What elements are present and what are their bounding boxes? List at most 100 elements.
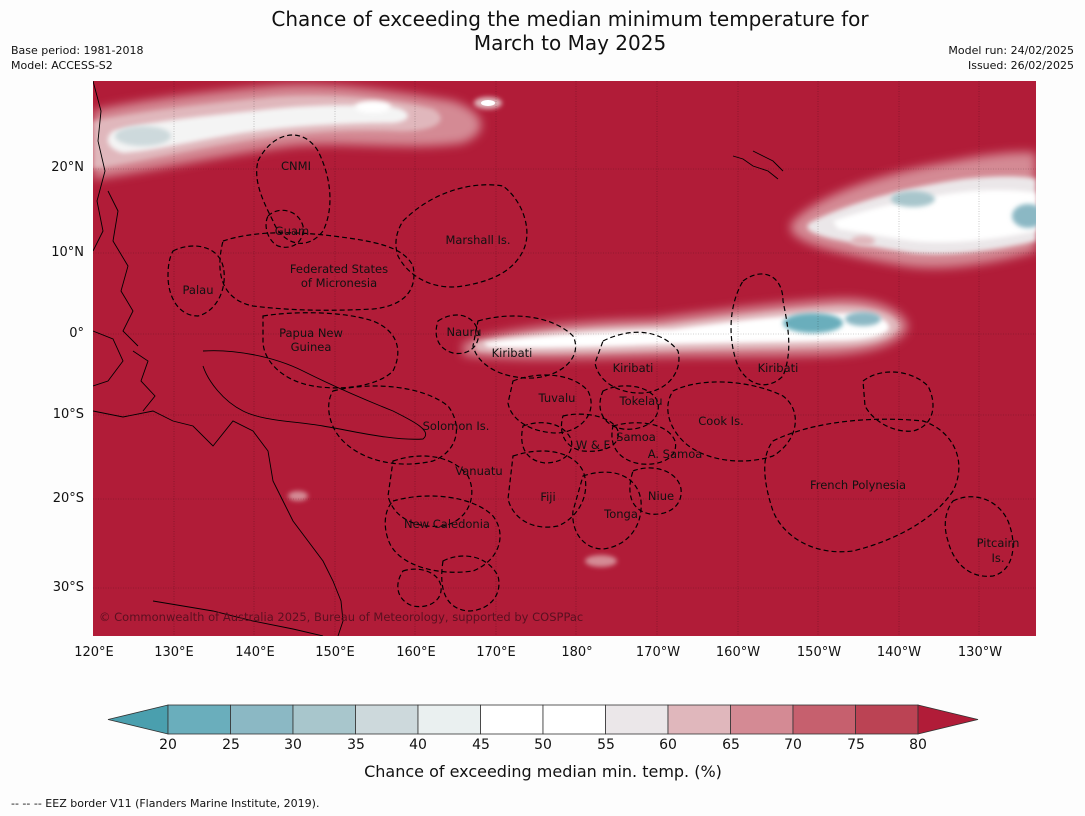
copyright-notice: © Commonwealth of Australia 2025, Bureau…: [99, 610, 583, 624]
lat-label-20s: 20°S: [52, 491, 84, 506]
eez-tokelau: [599, 385, 659, 430]
coast-sulawesi: [132, 350, 156, 412]
label-fiji: Fiji: [540, 490, 555, 504]
eez-french-polynesia: [764, 418, 960, 553]
eez-nauru: [435, 314, 480, 355]
issued-date: Issued: 26/02/2025: [967, 59, 1074, 72]
lon-label-140w: 140°W: [876, 645, 922, 660]
title-line-1: Chance of exceeding the median minimum t…: [271, 7, 869, 31]
colorbar-tick-60: 60: [659, 737, 677, 753]
label-nauru: Nauru: [447, 325, 482, 339]
eez-kiribati-central: [594, 331, 680, 394]
colorbar-cell: [480, 704, 544, 735]
coast-borneo: [93, 330, 124, 387]
colorbar-cell: [292, 704, 356, 735]
lat-label-10s: 10°S: [52, 407, 84, 422]
colorbar-tick-25: 25: [222, 737, 240, 753]
label-new-caledonia: New Caledonia: [404, 517, 490, 531]
eez-png: [262, 312, 399, 389]
label-wf: W & F: [576, 438, 610, 452]
label-kiribati-central: Kiribati: [613, 361, 654, 375]
lon-label-130w: 130°W: [957, 645, 1003, 660]
lon-label-120e: 120°E: [74, 645, 114, 660]
lon-label-160w: 160°W: [715, 645, 761, 660]
eez-fiji: [507, 450, 587, 528]
coast-new-zealand: [152, 600, 324, 636]
label-guam: Guam: [275, 224, 309, 238]
colorbar: [107, 704, 979, 735]
eez-palau: [167, 245, 225, 317]
eez-lord-howe: [397, 568, 442, 608]
label-cook: Cook Is.: [698, 414, 743, 428]
footnote: -- -- -- EEZ border V11 (Flanders Marine…: [11, 797, 320, 810]
colorbar-cell: [230, 704, 294, 735]
eez-solomon: [328, 385, 457, 465]
colorbar-cell: [667, 704, 731, 735]
colorbar-tick-70: 70: [784, 737, 802, 753]
anomaly-patch-coral-sea: [288, 491, 308, 501]
label-tokelau: Tokelau: [619, 394, 663, 408]
eez-new-caledonia: [384, 495, 501, 573]
eez-marshall: [395, 184, 528, 288]
lon-label-180: 180°: [561, 645, 593, 660]
meta-left: Base period: 1981-2018 Model: ACCESS-S2: [11, 43, 143, 73]
colorbar-tick-35: 35: [347, 737, 365, 753]
colorbar-tick-75: 75: [847, 737, 865, 753]
eez-wallis-futuna: [521, 422, 573, 464]
eez-kiribati-west: [472, 315, 577, 379]
coastlines: [93, 81, 784, 636]
label-am-samoa: A. Samoa: [648, 447, 703, 461]
eez-samoa: [560, 413, 619, 452]
eez-tonga: [572, 471, 642, 550]
lat-label-10n: 10°N: [51, 245, 84, 260]
lon-label-160e: 160°E: [396, 645, 436, 660]
eez-cnmi: [256, 134, 331, 244]
label-pitcairn-1: Pitcairn: [977, 536, 1020, 550]
anomaly-band-northwest: [93, 84, 502, 179]
label-png-2: Guinea: [291, 340, 332, 354]
title-line-2: March to May 2025: [473, 31, 667, 55]
coast-new-guinea: [202, 350, 426, 440]
model-run: Model run: 24/02/2025: [948, 44, 1074, 57]
lat-label-0: 0°: [69, 326, 84, 341]
anomaly-patch-south-pacific: [585, 555, 617, 567]
label-french-polynesia: French Polynesia: [810, 478, 906, 492]
lon-label-150w: 150°W: [796, 645, 842, 660]
map-canvas: CNMI Guam Marshall Is. Federated States …: [93, 81, 1036, 636]
eez-vanuatu: [387, 455, 473, 528]
model-name: Model: ACCESS-S2: [11, 59, 113, 72]
colorbar-tick-55: 55: [597, 737, 615, 753]
colorbar-tick-30: 30: [284, 737, 302, 753]
colorbar-cell: [730, 704, 794, 735]
label-tuvalu: Tuvalu: [538, 391, 576, 405]
label-palau: Palau: [183, 283, 214, 297]
lon-label-150e: 150°E: [315, 645, 355, 660]
lat-label-30s: 30°S: [52, 580, 84, 595]
eez-american-samoa: [611, 422, 677, 465]
eez-niue: [629, 467, 682, 515]
graticule: [93, 81, 1036, 636]
label-vanuatu: Vanuatu: [455, 464, 502, 478]
meta-right: Model run: 24/02/2025 Issued: 26/02/2025: [948, 43, 1074, 73]
anomaly-band-northeast: [790, 152, 1036, 268]
label-fsm-1: Federated States: [290, 262, 388, 276]
label-kiribati-east: Kiribati: [758, 361, 799, 375]
eez-french-polynesia-east: [862, 371, 934, 432]
label-cnmi: CNMI: [281, 159, 311, 173]
colorbar-arrow-high: [917, 704, 979, 735]
coast-australia: [93, 410, 344, 636]
coast-japan: [732, 155, 779, 180]
eez-boundaries: [167, 134, 1014, 612]
eez-cook: [667, 381, 796, 462]
chart-title: Chance of exceeding the median minimum t…: [0, 7, 1085, 55]
colorbar-cell: [605, 704, 669, 735]
lon-label-130e: 130°E: [154, 645, 194, 660]
eez-fsm: [219, 232, 415, 311]
colorbar-tick-20: 20: [159, 737, 177, 753]
colorbar-tick-40: 40: [409, 737, 427, 753]
lon-label-170w: 170°W: [635, 645, 681, 660]
lon-label-140e: 140°E: [235, 645, 275, 660]
colorbar-cell: [417, 704, 481, 735]
label-fsm-2: of Micronesia: [301, 276, 377, 290]
label-pitcairn-2: Is.: [991, 551, 1004, 565]
